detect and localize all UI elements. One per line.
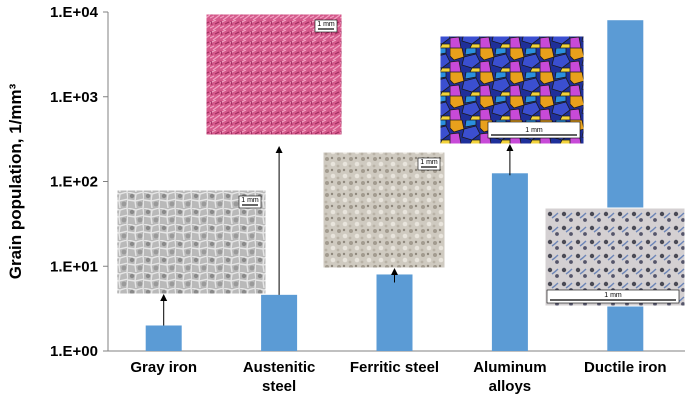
category-label: Ductile iron (584, 359, 667, 376)
category-label: Gray iron (130, 359, 197, 376)
y-tick-label: 1.E+01 (50, 258, 98, 275)
bar-3 (491, 173, 528, 351)
arrow-ferritic-steel-head (391, 268, 398, 275)
bar-2 (376, 274, 413, 351)
micrograph-1 (205, 13, 343, 136)
y-tick-label: 1.E+00 (50, 343, 98, 360)
category-label: Ferritic steel (350, 359, 439, 376)
scale-bar-label: 1 mm (604, 292, 622, 299)
arrow-gray-iron-head (160, 294, 168, 301)
y-axis-title: Grain population, 1/mm³ (6, 83, 25, 279)
micrograph-2 (322, 151, 446, 269)
y-tick-label: 1.E+04 (50, 4, 99, 21)
category-label: Aluminum alloys (473, 359, 546, 395)
y-tick-label: 1.E+02 (50, 174, 98, 191)
micrograph-4 (544, 207, 685, 307)
scale-bar-box (487, 121, 581, 139)
scale-bar-label: 1 mm (317, 21, 335, 28)
y-tick-label: 1.E+03 (50, 89, 98, 106)
scale-bar-label: 1 mm (420, 159, 438, 166)
arrow-austenitic-steel-head (275, 146, 283, 153)
category-label: Austenitic steel (243, 359, 316, 395)
scale-bar-label: 1 mm (241, 197, 259, 204)
bar-0 (145, 325, 182, 351)
scale-bar-label: 1 mm (525, 127, 543, 134)
arrow-aluminum-alloys-head (506, 144, 514, 151)
bar-1 (261, 294, 298, 351)
